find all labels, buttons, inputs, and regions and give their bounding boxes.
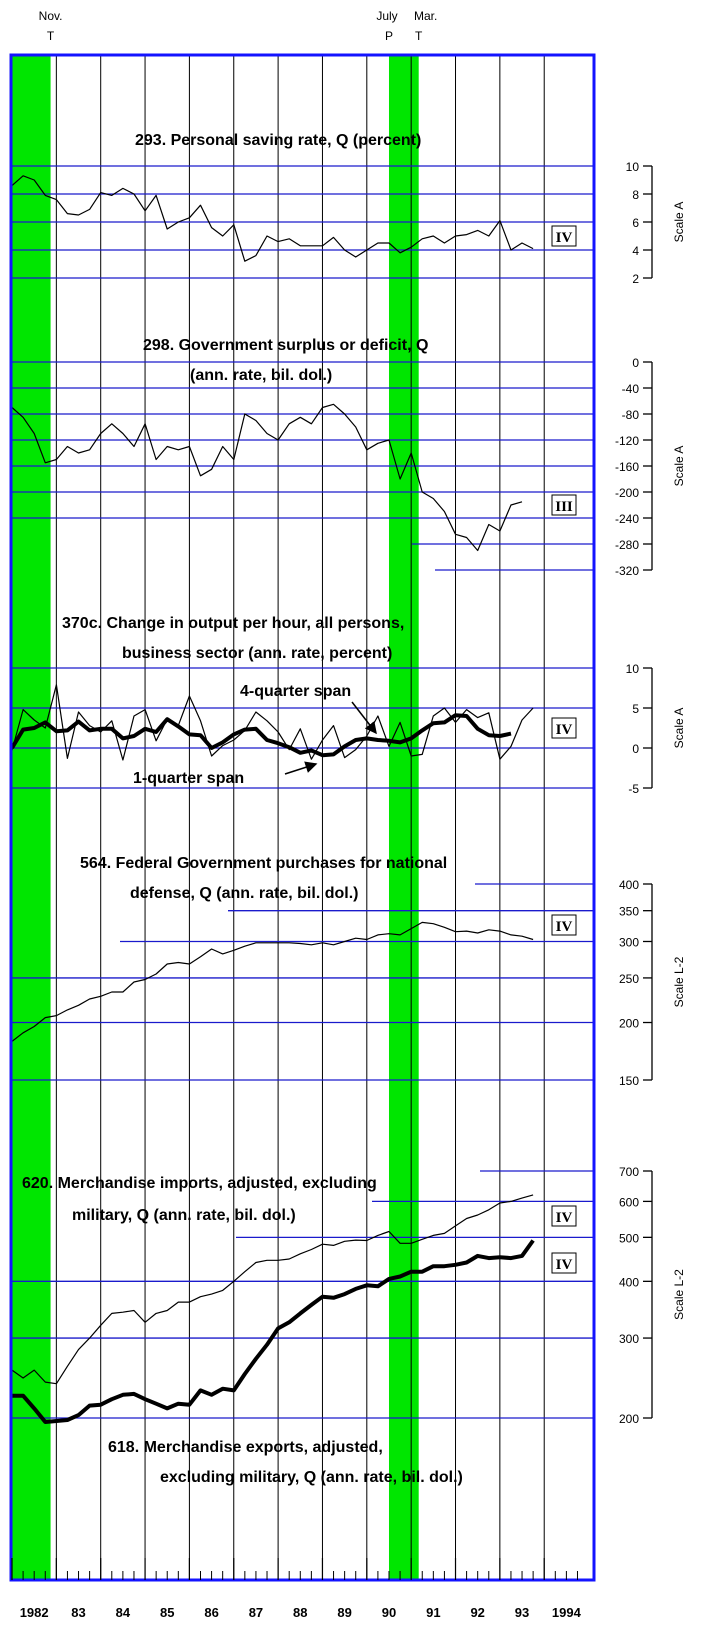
series-line (11, 1194, 534, 1385)
year-label: 91 (426, 1605, 440, 1620)
end-label: IV (556, 230, 573, 246)
y-tick-label: 8 (632, 188, 639, 202)
end-label: IV (556, 1210, 573, 1226)
panel-title: 620. Merchandise imports, adjusted, excl… (22, 1175, 377, 1192)
y-tick-label: 400 (619, 878, 639, 892)
y-tick-label: -120 (615, 434, 639, 448)
end-label-box (551, 494, 577, 516)
recession-band (388, 55, 419, 1580)
series-label: 1-quarter span (133, 770, 244, 787)
y-tick-label: 4 (632, 244, 639, 258)
recession-band (12, 55, 51, 1580)
y-tick-label: 5 (632, 702, 639, 716)
recession-code: P (385, 29, 393, 43)
y-tick-label: 500 (619, 1231, 639, 1245)
y-tick-label: -320 (615, 564, 639, 578)
scale-label: Scale A (672, 708, 686, 749)
y-tick-label: -240 (615, 512, 639, 526)
series-line (11, 684, 534, 761)
year-label: 84 (116, 1605, 131, 1620)
year-label: 90 (382, 1605, 396, 1620)
arrow (351, 701, 377, 735)
panel-title: 370c. Change in output per hour, all per… (62, 615, 404, 632)
series-line (11, 403, 523, 552)
end-label: IV (556, 919, 573, 935)
recession-month: Nov. (39, 9, 63, 23)
y-tick-label: 10 (626, 160, 640, 174)
plot-layer (10, 175, 535, 1424)
end-label: IV (556, 1257, 573, 1273)
panel-subtitle: defense, Q (ann. rate, bil. dol.) (130, 885, 358, 902)
y-tick-label: 2 (632, 272, 639, 286)
y-tick-label: -160 (615, 460, 639, 474)
y-tick-label: 350 (619, 905, 639, 919)
end-label: IV (556, 722, 573, 738)
year-label: 87 (249, 1605, 263, 1620)
y-tick-label: -200 (615, 486, 639, 500)
end-label-box (551, 1205, 577, 1227)
y-tick-label: 0 (632, 742, 639, 756)
y-tick-label: 700 (619, 1165, 639, 1179)
scale-label: Scale A (672, 202, 686, 243)
panel-title: 293. Personal saving rate, Q (percent) (135, 132, 421, 149)
arrow (284, 761, 318, 775)
panel-subtitle: (ann. rate, bil. dol.) (190, 367, 332, 384)
series-label: 4-quarter span (240, 683, 351, 700)
background-layer (12, 55, 593, 1580)
year-label: 86 (204, 1605, 218, 1620)
y-tick-label: -40 (622, 382, 640, 396)
year-label: 88 (293, 1605, 307, 1620)
year-label: 1994 (552, 1605, 582, 1620)
year-label: 83 (71, 1605, 85, 1620)
y-tick-label: -80 (622, 408, 640, 422)
series-line (11, 175, 534, 262)
year-label: 93 (515, 1605, 529, 1620)
series-line (12, 1239, 535, 1424)
scale-label: Scale L-2 (672, 1269, 686, 1320)
frame (9, 53, 596, 1582)
year-label: 92 (470, 1605, 484, 1620)
end-label-box (551, 1252, 577, 1274)
year-label: 1982 (20, 1605, 49, 1620)
end-label-box (551, 717, 577, 739)
y-tick-label: 300 (619, 935, 639, 949)
y-tick-label: 0 (632, 356, 639, 370)
y-tick-label: 10 (626, 662, 640, 676)
y-tick-label: -280 (615, 538, 639, 552)
y-tick-label: 200 (619, 1017, 639, 1031)
y-tick-label: 600 (619, 1195, 639, 1209)
panel-title: 298. Government surplus or deficit, Q (143, 337, 428, 354)
y-tick-label: 6 (632, 216, 639, 230)
series-line (10, 713, 512, 758)
end-label-box (551, 225, 577, 247)
y-tick-label: 300 (619, 1332, 639, 1346)
scale-label: Scale L-2 (672, 956, 686, 1007)
end-label-box (551, 914, 577, 936)
recession-month: July (376, 9, 397, 23)
panel-subtitle: military, Q (ann. rate, bil. dol.) (72, 1207, 296, 1224)
annotation: excluding military, Q (ann. rate, bil. d… (160, 1469, 463, 1486)
scale-label: Scale A (672, 446, 686, 487)
panel-subtitle: business sector (ann. rate, percent) (122, 645, 392, 662)
y-tick-label: 150 (619, 1074, 639, 1088)
y-tick-label: 250 (619, 972, 639, 986)
y-tick-label: 400 (619, 1275, 639, 1289)
year-label: 89 (337, 1605, 351, 1620)
year-label: 85 (160, 1605, 174, 1620)
y-tick-label: -5 (628, 782, 639, 796)
recession-code: T (415, 29, 423, 43)
y-tick-label: 200 (619, 1412, 639, 1426)
annotation: 618. Merchandise exports, adjusted, (108, 1439, 383, 1456)
panel-title: 564. Federal Government purchases for na… (80, 855, 447, 872)
recession-month: Mar. (414, 9, 437, 23)
series-line (11, 921, 534, 1042)
recession-code: T (47, 29, 55, 43)
end-label: III (555, 499, 573, 515)
